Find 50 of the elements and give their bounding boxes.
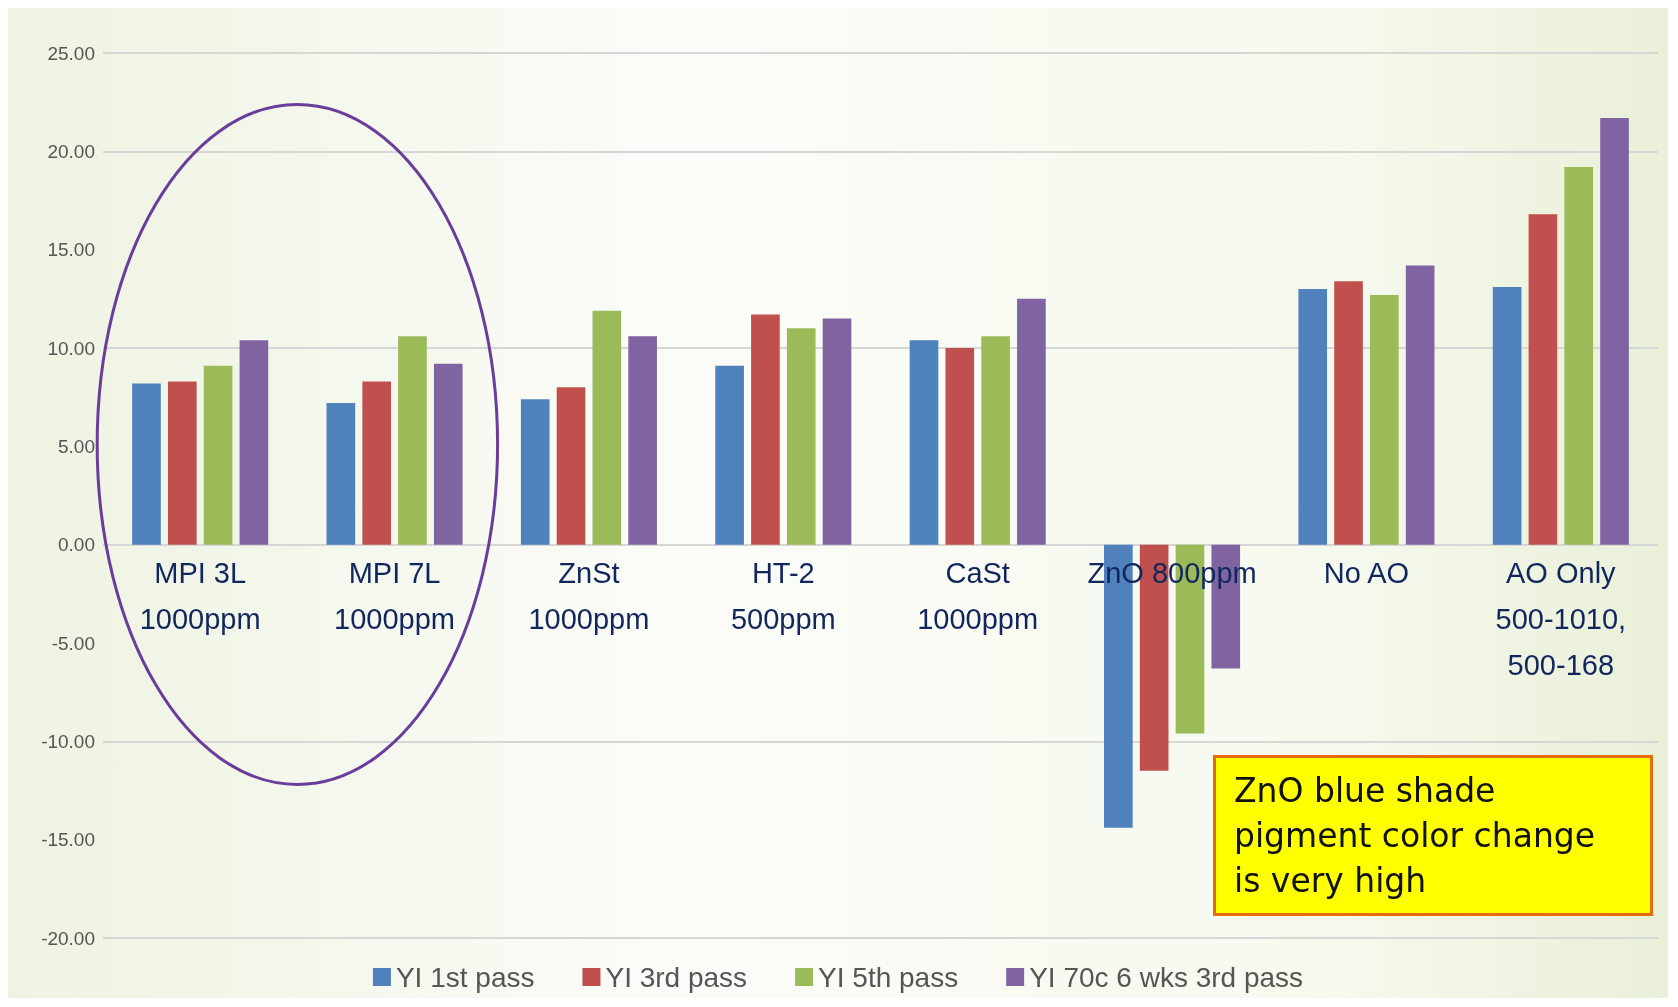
bar [1334,281,1363,545]
bar [1298,289,1328,545]
x-tick-label: AO Only 500-1010, 500-168 [1495,557,1627,682]
bar [167,381,197,545]
bar [592,310,622,545]
bar [981,336,1010,545]
bar [751,314,780,545]
legend-label: YI 3rd pass [605,961,748,993]
y-tick-label: 0.00 [58,534,95,556]
bar [945,348,975,545]
bar [326,403,356,545]
bar [628,336,657,545]
legend-label: YI 1st pass [395,961,535,993]
bar [433,363,463,545]
legend-label: YI 70c 6 wks 3rd pass [1029,961,1304,993]
bar [1600,117,1629,545]
bar [1017,298,1046,545]
bar [398,336,427,545]
bar [132,383,161,545]
bar [239,340,269,545]
y-tick-label: 10.00 [47,337,95,359]
x-tick-label: HT-2 500ppm [730,557,836,636]
legend-label: YI 5th pass [818,961,959,993]
bar [520,399,550,545]
annotation: ZnO blue shade pigment color change is very high [1213,755,1653,916]
bar [909,340,939,545]
bar [1564,167,1594,545]
bar [715,365,744,545]
y-tick-label: 25.00 [47,42,95,64]
bar [786,328,816,545]
bar [203,365,233,545]
y-tick-label: -10.00 [41,730,95,752]
x-tick-label: MPI 3L 1000ppm [139,557,261,636]
y-tick-label: -15.00 [41,829,95,851]
x-tick-label: ZnSt 1000ppm [528,557,650,636]
bar [1492,287,1522,545]
x-tick-label: No AO [1323,557,1410,590]
bar [556,387,586,545]
bar [1370,294,1399,545]
x-tick-label: CaSt 1000ppm [917,557,1039,636]
bar [1528,214,1558,545]
y-tick-label: -20.00 [41,927,95,949]
y-tick-label: 5.00 [58,435,95,457]
bar [1405,265,1435,545]
y-tick-label: 20.00 [47,140,95,162]
x-tick-label: MPI 7L 1000ppm [334,557,456,636]
y-tick-label: 15.00 [47,239,95,261]
y-tick-label: -5.00 [51,632,95,654]
bar [362,381,391,545]
bar [822,318,852,545]
